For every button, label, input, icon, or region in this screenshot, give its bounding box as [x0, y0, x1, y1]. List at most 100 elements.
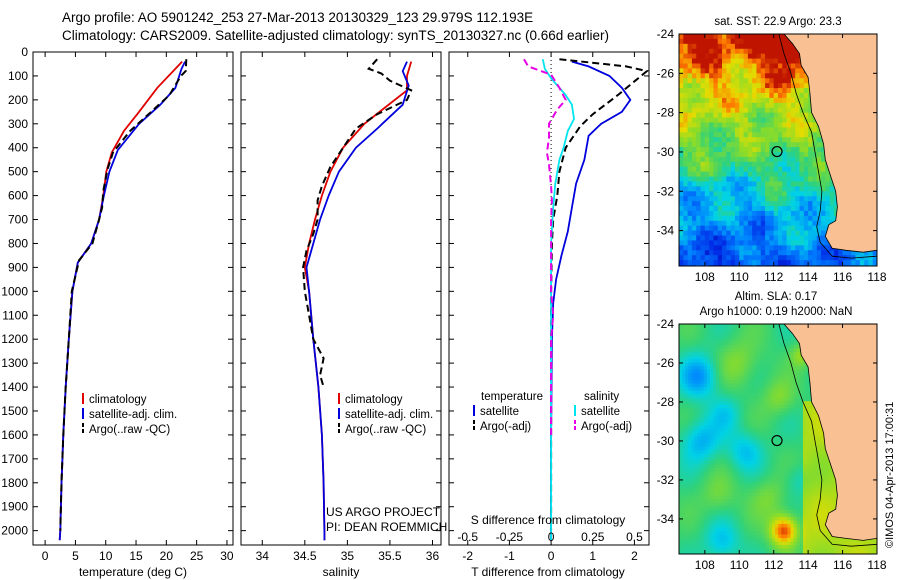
difference-panel: -2 -1 0 1 2 -0.5 -0.25 0 0.25 0.5 S difference fr…	[448, 51, 650, 579]
sst-map-panel: sat. SST: 22.9 Argo: 23.3 108 110 112 114 11…	[657, 16, 887, 284]
sla_map-ytick-label: -30	[657, 434, 675, 448]
depth-ytick-label: 1800	[1, 476, 28, 490]
salinity-legend-label-argo-raw-qc: Argo(..raw -QC)	[345, 424, 426, 436]
salinity-axes-frame	[240, 51, 442, 546]
depth-ytick-label: 1700	[1, 452, 28, 466]
depth-ytick-label: 2000	[1, 524, 28, 538]
depth-ytick-label: 300	[8, 117, 28, 131]
depth-ytick-label: 1300	[1, 356, 28, 370]
sla_map-ytick-label: -26	[657, 356, 675, 370]
sst_map-xtick-label: 116	[833, 270, 852, 284]
sst_map-isobath	[778, 34, 877, 259]
sst_map-ytick-label: -30	[657, 145, 675, 159]
salinity-series-argo-raw-qc	[302, 58, 413, 388]
depth-ytick-label: 1100	[2, 308, 28, 322]
sst_map-xtick-label: 112	[764, 270, 783, 284]
project-annotation: US ARGO PROJECT	[326, 505, 441, 519]
sst_map-xtick-label: 114	[799, 270, 818, 284]
depth-ytick-label: 1400	[1, 380, 28, 394]
depth-ytick-label: 200	[8, 93, 28, 107]
temperature-xlabel: temperature (deg C)	[79, 565, 187, 579]
depth-ytick-label: 800	[8, 236, 28, 250]
difference-xtick-label: 0	[548, 549, 555, 563]
temperature-xtick-label: 20	[160, 549, 174, 563]
depth-ytick-label: 1900	[1, 500, 28, 514]
difference-x2tick-label: 0.5	[626, 530, 643, 544]
figure-title-line-1: Argo profile: AO 5901242_253 27-Mar-2013…	[62, 10, 534, 25]
sst-map-title: sat. SST: 22.9 Argo: 23.3	[714, 16, 841, 28]
difference-x2tick-label: -0.5	[457, 530, 478, 544]
sst_map-xtick-label: 108	[695, 270, 715, 284]
sla_map-ytick-label: -28	[657, 395, 675, 409]
salinity-xlabel: salinity	[323, 565, 360, 579]
sla_map-argo-marker	[771, 434, 783, 447]
sst_map-xtick-label: 118	[867, 270, 886, 284]
figure-title-line-2: Climatology: CARS2009. Satellite-adjuste…	[62, 28, 610, 43]
difference-legend-label-salinity-satellite: satellite	[581, 406, 620, 418]
temperature-panel: 0 5 10 15 20 25 300100200300400500600700800900…	[1, 45, 234, 579]
sst_map-land	[784, 34, 877, 253]
salinity-xtick-label: 36	[426, 549, 440, 563]
difference-xtick-label: 2	[631, 549, 638, 563]
depth-ytick-label: 1000	[1, 284, 28, 298]
s-difference-label: S difference from climatology	[471, 513, 626, 527]
sla-map-title: Altim. SLA: 0.17	[735, 291, 817, 303]
depth-ytick-label: 1200	[1, 332, 28, 346]
sla_map-coastline	[783, 324, 877, 541]
sst_map-xtick-label: 110	[730, 270, 749, 284]
depth-ytick-label: 400	[8, 141, 28, 155]
sla-map-frame	[678, 323, 878, 555]
sla_map-xtick-label: 110	[730, 558, 749, 572]
depth-ytick-label: 1600	[1, 428, 28, 442]
difference-legend-label-temperature-argo-adj: Argo(-adj)	[480, 421, 531, 433]
sst_map-ytick-label: -32	[657, 184, 675, 198]
pi-annotation: PI: DEAN ROEMMICH	[326, 520, 447, 534]
sst_map-argo-marker	[771, 145, 783, 158]
legend-header-salinity: salinity	[584, 391, 619, 403]
depth-ytick-label: 1500	[1, 404, 28, 418]
temperature-xtick-label: 15	[129, 549, 143, 563]
sla_map-xtick-label: 118	[867, 558, 886, 572]
salinity-xtick-label: 35	[341, 549, 355, 563]
legend-header-temperature: temperature	[481, 391, 543, 403]
temperature-legend-label-satellite-adj-clim: satellite-adj. clim.	[89, 409, 177, 421]
difference-x2tick-label: 0.25	[581, 530, 605, 544]
sst_map-ytick-label: -28	[657, 106, 675, 120]
depth-ytick-label: 500	[8, 165, 28, 179]
depth-ytick-label: 100	[8, 69, 28, 83]
salinity-xtick-label: 34	[256, 549, 270, 563]
temperature-legend-label-argo-raw-qc: Argo(..raw -QC)	[89, 424, 170, 436]
sla_map-land	[784, 324, 877, 541]
salinity-series-satellite-adj-clim	[305, 61, 410, 541]
sla_map-ytick-label: -34	[657, 512, 675, 526]
sla_map-xtick-label: 116	[833, 558, 852, 572]
sla_map-ytick-label: -24	[657, 317, 675, 331]
sla_map-xtick-label: 114	[799, 558, 818, 572]
temperature-axes-frame	[32, 51, 234, 546]
difference-series-salinity-argo-adj	[523, 58, 567, 435]
sla_map-xtick-label: 112	[764, 558, 783, 572]
temperature-xtick-label: 10	[99, 549, 113, 563]
depth-ytick-label: 700	[8, 213, 28, 227]
sst-map-frame	[678, 33, 878, 267]
depth-ytick-label: 600	[8, 189, 28, 203]
imos-watermark: ©IMOS 04-Apr-2013 17:00:31	[884, 402, 896, 548]
difference-x2tick-label: -0.25	[496, 530, 524, 544]
temperature-xtick-label: 5	[72, 549, 79, 563]
sla_map-ytick-label: -32	[657, 473, 675, 487]
salinity-xtick-label: 35.5	[378, 549, 402, 563]
difference-legend-label-temperature-satellite: satellite	[480, 406, 519, 418]
temperature-series-argo-raw-qc	[59, 59, 188, 531]
sst_map-ytick-label: -24	[657, 27, 675, 41]
temperature-xtick-label: 25	[190, 549, 204, 563]
sst_map-ytick-label: -34	[657, 224, 675, 238]
sla_map-xtick-label: 108	[695, 558, 715, 572]
difference-x2tick-label: 0	[548, 530, 555, 544]
difference-xtick-label: 1	[589, 549, 596, 563]
temperature-xtick-label: 30	[220, 549, 234, 563]
temperature-xtick-label: 0	[42, 549, 49, 563]
difference-xtick-label: -1	[504, 549, 515, 563]
sst_map-ytick-label: -26	[657, 66, 675, 80]
salinity-panel: 34 34.5 35 35.5 36 salinity climatology satel…	[240, 51, 447, 579]
